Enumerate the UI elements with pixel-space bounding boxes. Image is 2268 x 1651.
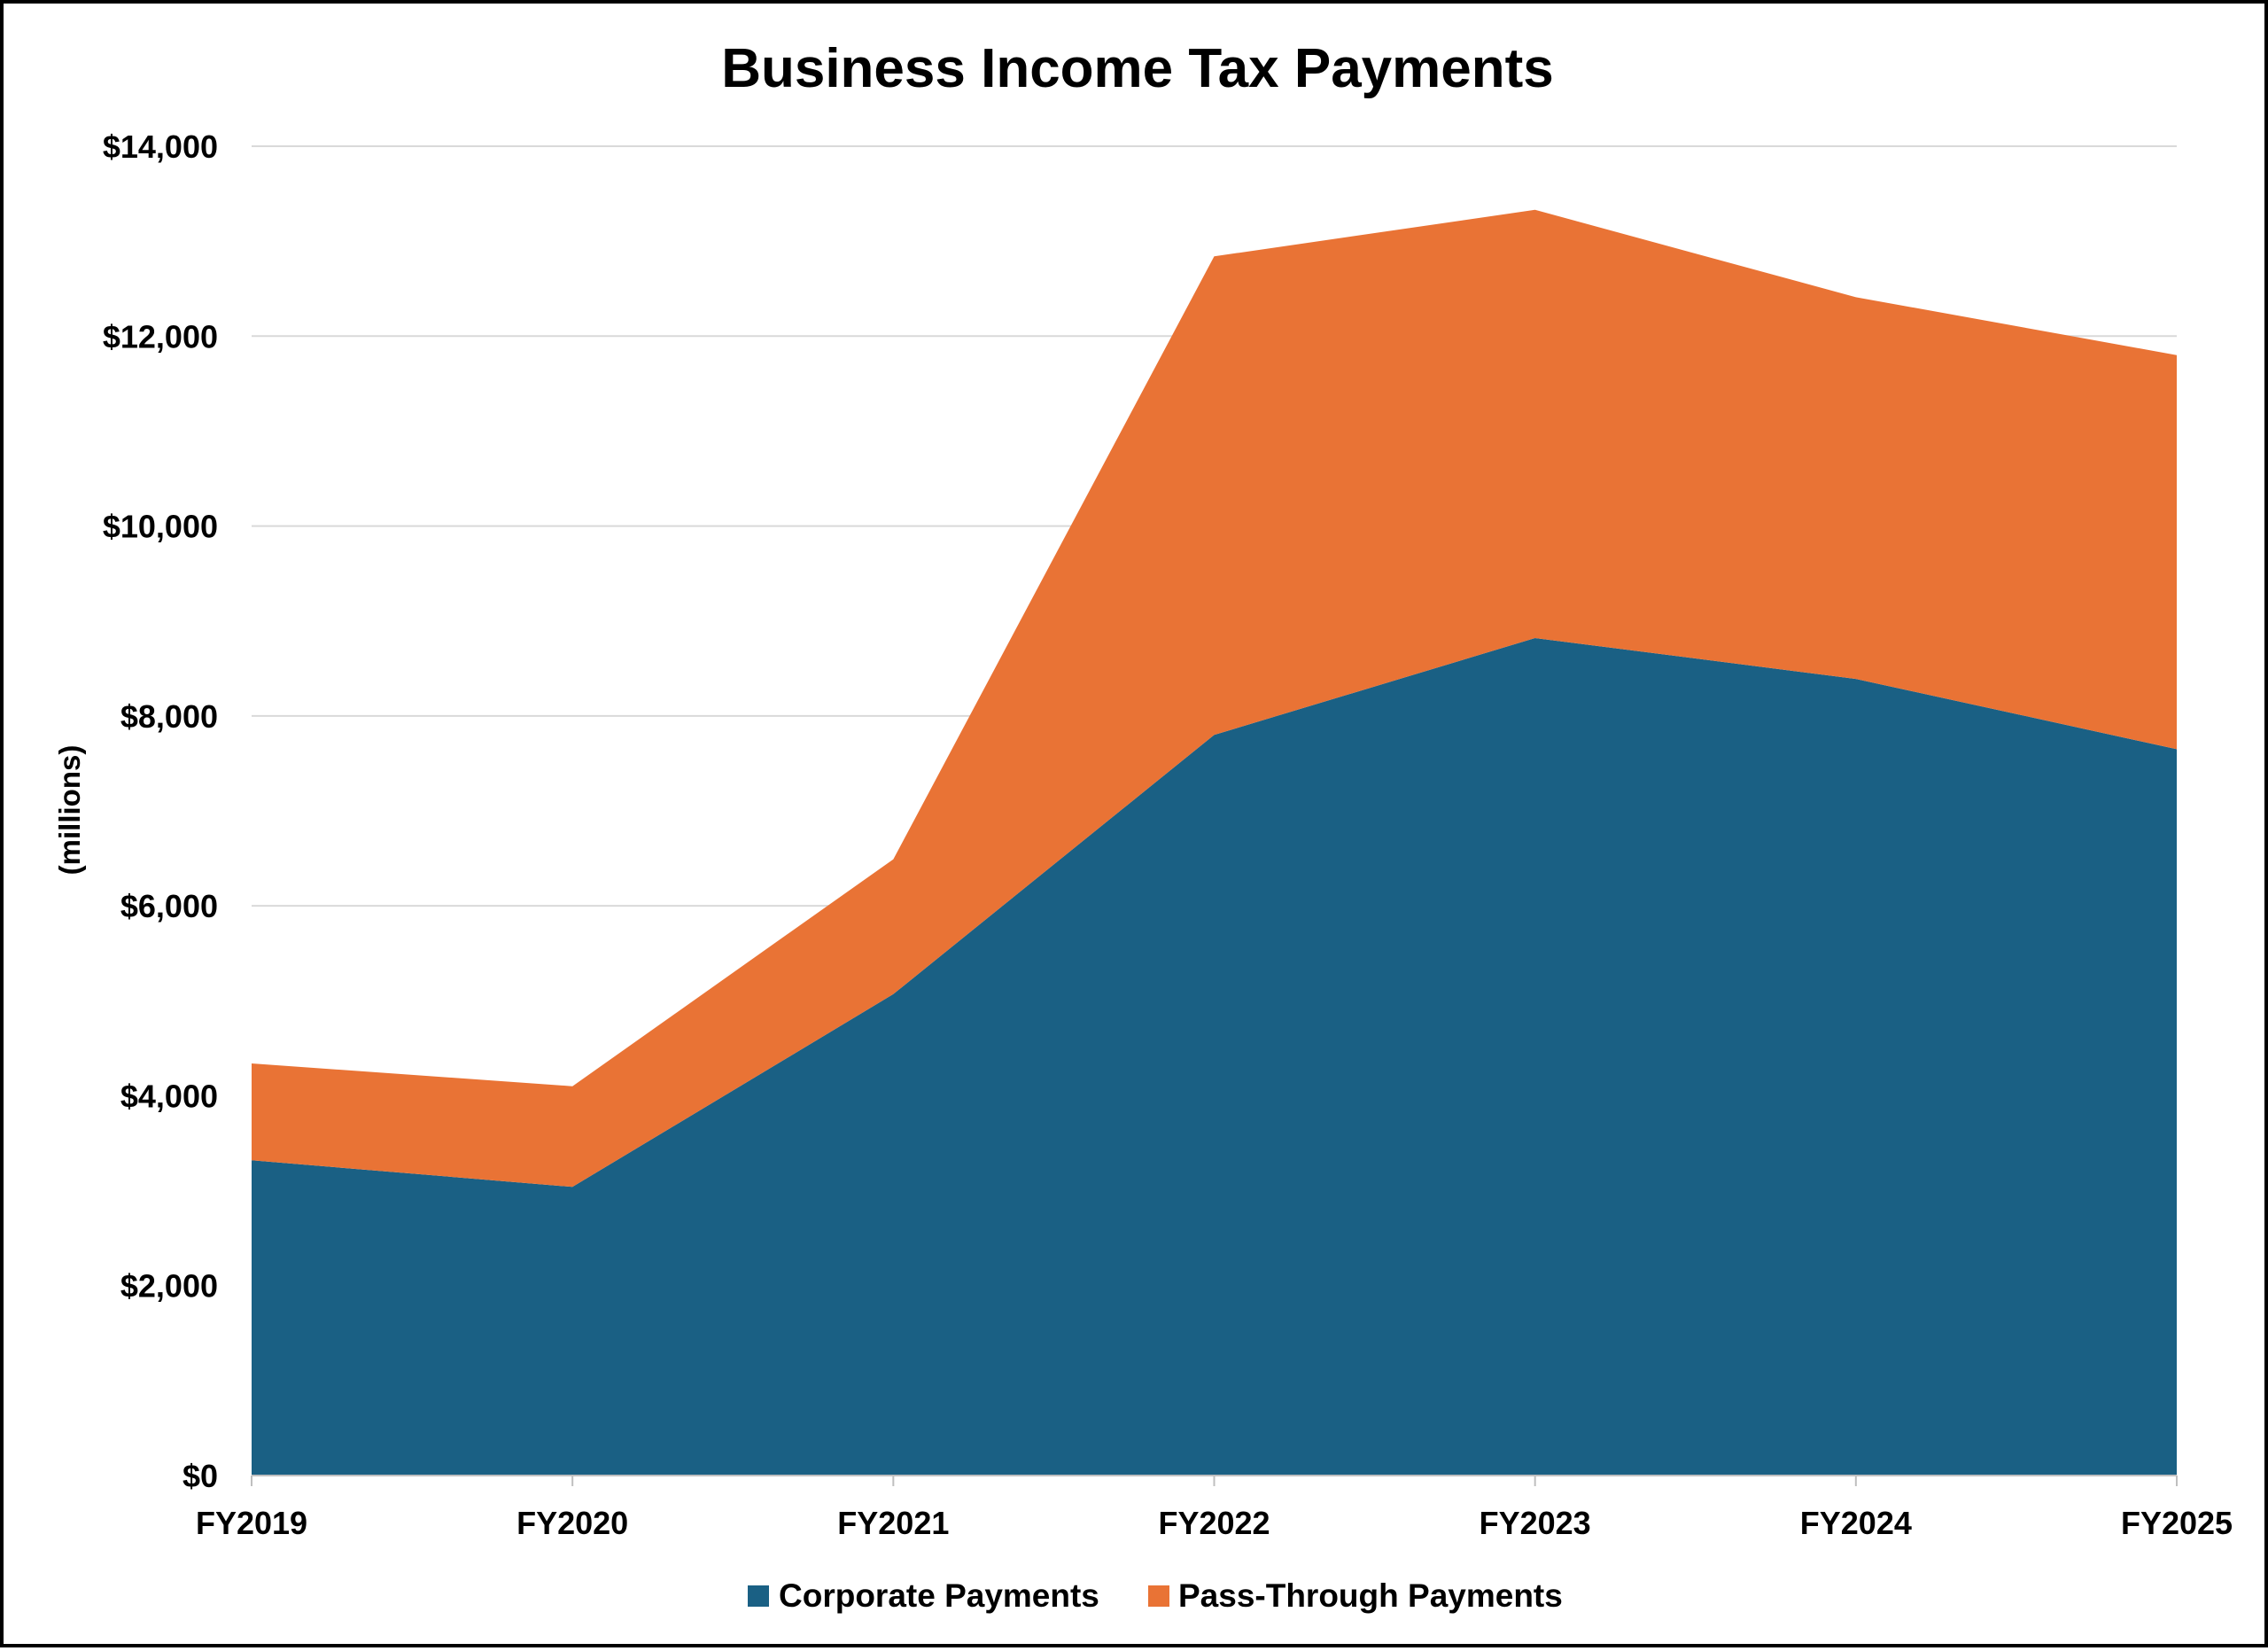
area-pass-through-payments — [252, 209, 2177, 1188]
x-axis-ticks: FY2019 FY2020 FY2021 FY2022 FY2023 FY2024 FY20… — [196, 1505, 2233, 1541]
y-axis-ticks: $0 $2,000 $4,000 $6,000 $8,000 $10,000 $12,000… — [103, 128, 218, 1494]
chart-title: Business Income Tax Payments — [721, 38, 1554, 99]
y-tick-label: $14,000 — [103, 128, 218, 165]
plot-areas — [252, 209, 2177, 1476]
y-tick-label: $8,000 — [120, 698, 218, 735]
legend-swatch-pass-through-payments — [1148, 1585, 1169, 1607]
legend: Corporate Payments Pass-Through Payments — [748, 1577, 1563, 1614]
x-tick-label: FY2025 — [2121, 1505, 2233, 1541]
y-tick-label: $0 — [183, 1458, 218, 1494]
x-tick-label: FY2023 — [1480, 1505, 1591, 1541]
y-tick-label: $12,000 — [103, 318, 218, 354]
x-tick-label: FY2024 — [1800, 1505, 1912, 1541]
x-tick-label: FY2019 — [196, 1505, 307, 1541]
legend-swatch-corporate-payments — [748, 1585, 769, 1607]
y-tick-label: $10,000 — [103, 509, 218, 545]
area-corporate-payments — [252, 638, 2177, 1476]
x-axis — [251, 1475, 2178, 1486]
y-tick-label: $4,000 — [120, 1078, 218, 1114]
y-axis-label: (millions) — [53, 745, 86, 876]
x-tick-label: FY2022 — [1158, 1505, 1270, 1541]
chart-svg: $0 $2,000 $4,000 $6,000 $8,000 $10,000 $12,000… — [53, 38, 2233, 1614]
x-tick-label: FY2020 — [517, 1505, 628, 1541]
legend-label-pass-through-payments: Pass-Through Payments — [1178, 1577, 1563, 1614]
x-tick-label: FY2021 — [837, 1505, 949, 1541]
y-tick-label: $2,000 — [120, 1268, 218, 1304]
legend-label-corporate-payments: Corporate Payments — [779, 1577, 1099, 1614]
y-tick-label: $6,000 — [120, 888, 218, 924]
